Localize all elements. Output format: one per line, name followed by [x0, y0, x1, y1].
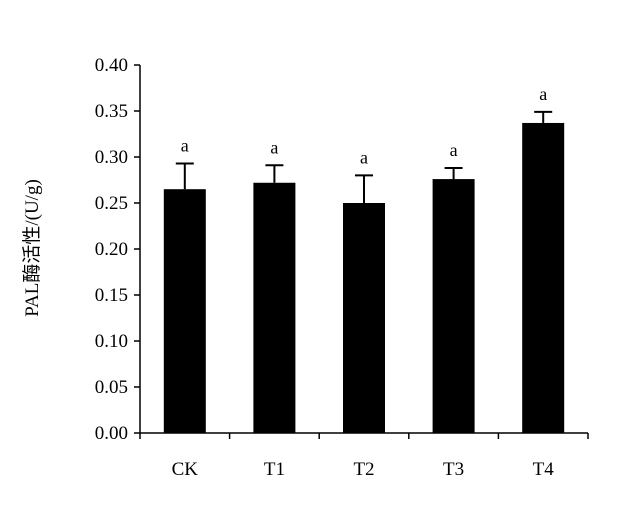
significance-label: a: [450, 140, 458, 160]
bar: [522, 122, 565, 434]
x-tick-label: T2: [353, 459, 374, 480]
y-tick-label: 0.35: [95, 101, 128, 122]
significance-label: a: [181, 135, 189, 155]
significance-label: a: [539, 84, 547, 104]
error-bars: [175, 110, 553, 203]
bars: [163, 122, 565, 434]
x-axis: CK T1 T2 T3 T4: [139, 432, 589, 480]
x-tick-label: T1: [264, 459, 285, 480]
bar: [343, 203, 385, 433]
bar: [163, 189, 206, 433]
x-tick-label: CK: [172, 459, 199, 480]
y-tick-label: 0.25: [95, 193, 128, 214]
y-tick-label: 0.05: [95, 377, 128, 398]
y-tick-label: 0.00: [95, 423, 128, 444]
y-tick-label: 0.15: [95, 285, 128, 306]
y-tick-label: 0.40: [95, 55, 128, 76]
y-tick-label: 0.10: [95, 331, 128, 352]
significance-labels: a a a a a: [181, 84, 547, 167]
significance-label: a: [360, 147, 368, 167]
bar: [432, 179, 475, 433]
significance-label: a: [270, 137, 278, 157]
bar: [253, 182, 296, 433]
y-tick-label: 0.30: [95, 147, 128, 168]
y-axis-title: PAL酶活性/(U/g): [21, 179, 43, 317]
y-axis: 0.00 0.05 0.10 0.15 0.20 0.25 0.30 0.35 0.40: [95, 55, 141, 444]
x-tick-label: T4: [533, 459, 555, 480]
y-tick-label: 0.20: [95, 239, 128, 260]
x-tick-label: T3: [443, 459, 464, 480]
